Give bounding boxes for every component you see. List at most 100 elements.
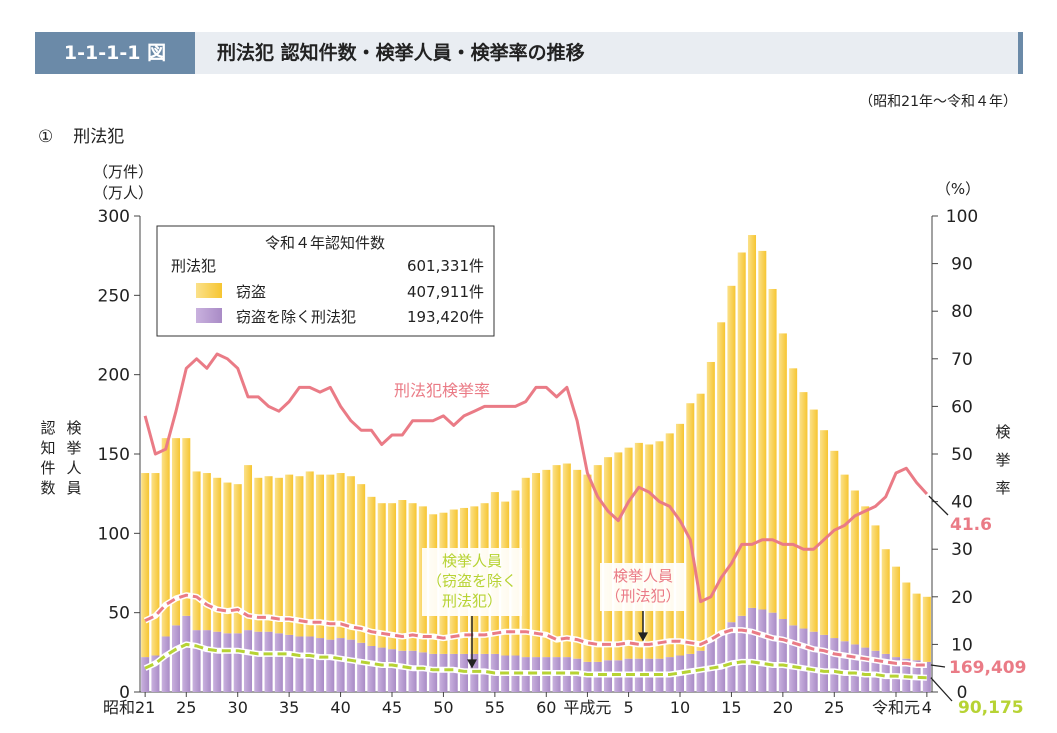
right-tick-label: 40 [951, 493, 973, 513]
x-tick-label: 35 [279, 698, 299, 717]
left-axis-label-a: 認知件数 [40, 419, 56, 497]
x-tick-label: 50 [433, 698, 453, 717]
left-tick-label: 300 [98, 207, 130, 227]
end-label-arrested-non-theft-leader [930, 677, 953, 702]
left-tick-label: 0 [119, 683, 130, 703]
bar-theft [315, 474, 325, 639]
x-tick-label: 平成元 [563, 698, 611, 717]
left-tick-label: 250 [98, 286, 130, 306]
figure-number: 1-1-1-1 図 [35, 32, 195, 74]
arrested-total-line [144, 593, 927, 667]
bar-theft [737, 252, 746, 616]
bar-theft [778, 333, 787, 620]
bar-non-theft [171, 625, 181, 692]
annotation-arrested-non-theft-arrowhead [467, 659, 477, 669]
bar-non-theft [233, 633, 242, 692]
legend-swatch-non-theft [196, 308, 222, 323]
period-note: （昭和21年～令和４年） [859, 94, 1017, 110]
bar-non-theft [367, 645, 376, 692]
bar-non-theft [151, 655, 160, 692]
bar-theft [891, 566, 901, 658]
x-tick-label: 30 [228, 698, 248, 717]
annotation-arrest-rate: 刑法犯検挙率 [394, 381, 490, 400]
right-tick-label: 70 [951, 350, 973, 370]
bar-non-theft [141, 657, 150, 692]
bar-theft [171, 438, 181, 626]
bar-theft [233, 484, 242, 634]
bar-non-theft [768, 612, 777, 692]
legend-value-theft: 407,911件 [407, 283, 484, 301]
x-tick-label: 55 [485, 698, 505, 717]
bar-theft [747, 235, 757, 608]
bar-theft [521, 477, 530, 658]
x-tick-label: 60 [536, 698, 556, 717]
left-tick-label: 100 [98, 524, 130, 544]
bar-theft [161, 438, 170, 637]
annotation-arrested-non-theft-bg [422, 548, 522, 616]
right-axis-label: 検挙率 [995, 423, 1011, 497]
bar-non-theft [747, 607, 757, 692]
right-tick-label: 60 [951, 397, 973, 417]
bar-theft [655, 441, 664, 659]
bar-theft [696, 393, 705, 651]
bar-theft [912, 593, 921, 661]
x-tick-label: 45 [382, 698, 402, 717]
bar-non-theft [717, 631, 726, 692]
end-label-rate-leader [928, 495, 949, 516]
right-tick-label: 90 [951, 255, 973, 275]
bar-theft [357, 484, 366, 643]
bar-theft [223, 482, 232, 634]
bar-non-theft [449, 653, 458, 692]
bar-theft [141, 473, 150, 658]
bar-non-theft [213, 631, 222, 692]
bar-theft [346, 476, 355, 640]
x-tick-label: 昭和21 [103, 698, 155, 717]
bar-theft [398, 500, 407, 651]
end-label-arrest-rate: 41.6 [950, 515, 992, 535]
bar-non-theft [243, 630, 253, 692]
bar-theft [264, 476, 273, 632]
bar-theft [830, 450, 839, 639]
bar-non-theft [254, 631, 263, 692]
x-tick-label: 15 [721, 698, 741, 717]
bar-non-theft [357, 642, 366, 692]
bar-theft [922, 596, 931, 662]
bar-non-theft [881, 653, 890, 692]
bar-theft [202, 473, 211, 631]
right-tick-label: 80 [951, 302, 973, 322]
bar-non-theft [758, 609, 767, 692]
bar-non-theft [778, 619, 787, 692]
bar-theft [624, 447, 633, 659]
end-label-arrested-total: 169,409 [949, 658, 1026, 678]
bar-theft [274, 477, 283, 634]
x-tick-label: 20 [773, 698, 793, 717]
bar-theft [675, 423, 685, 656]
bar-theft [840, 474, 849, 642]
section-number: ① [38, 127, 54, 147]
left-axis-label-b: 検挙人員 [66, 419, 82, 497]
bar-theft [562, 463, 571, 658]
x-tick-label: 4 [922, 698, 932, 717]
legend-value-non-theft: 193,420件 [407, 308, 484, 326]
bar-non-theft [274, 633, 283, 692]
bar-non-theft [439, 653, 448, 692]
bar-theft [665, 433, 674, 658]
bar-theft [634, 442, 643, 659]
x-tick-label: 10 [670, 698, 690, 717]
right-tick-label: 0 [957, 683, 968, 703]
bar-non-theft [295, 636, 304, 692]
bar-theft [614, 452, 623, 661]
bar-theft [727, 285, 736, 623]
end-label-arrested-non-theft: 90,175 [958, 698, 1024, 718]
legend-heading: 令和４年認知件数 [265, 234, 385, 252]
bar-theft [336, 473, 345, 639]
bar-non-theft [264, 631, 273, 692]
bar-theft [789, 368, 798, 626]
arrested-non-theft-line [144, 642, 927, 680]
bar-theft [326, 474, 335, 640]
legend-label-non-theft: 窃盗を除く刑法犯 [236, 308, 356, 326]
bar-non-theft [799, 628, 808, 692]
bar-theft [758, 250, 767, 610]
bar-theft [243, 465, 253, 631]
x-tick-label: 25 [176, 698, 196, 717]
